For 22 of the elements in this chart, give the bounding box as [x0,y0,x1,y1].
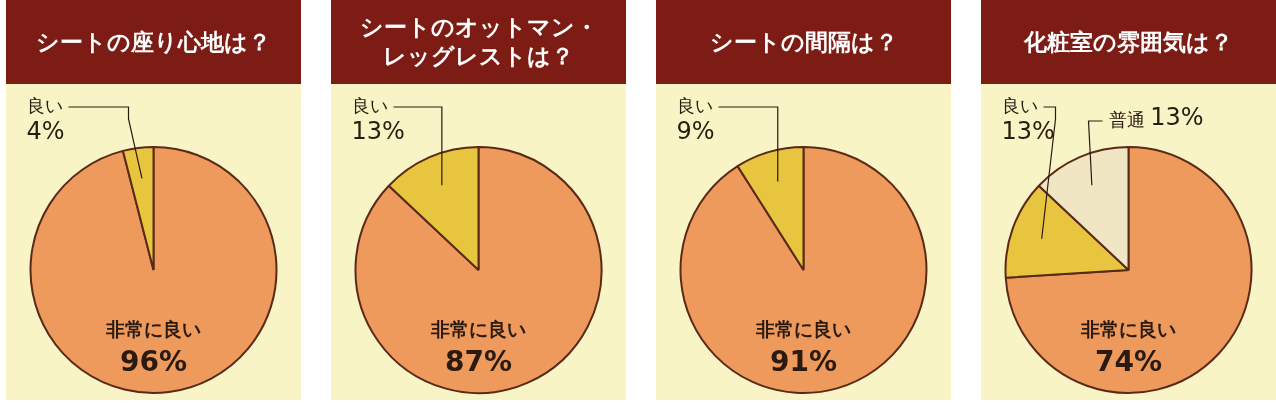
slice-label: 良い [26,94,63,116]
data-label: 4% [26,117,65,146]
data-label: 96% [119,344,188,378]
slice-label: 良い [1001,94,1038,116]
data-label: 91% [769,344,838,378]
data-label: 13% [1001,117,1055,146]
chart-title: シートの座り心地は？ [6,0,301,84]
slice-label: 非常に良い [105,318,201,341]
data-label: 13% [1150,103,1204,132]
slice-label: 良い [676,94,713,116]
slice-label: 普通 [1108,108,1145,130]
slice-label: 非常に良い [430,318,526,341]
chart-title: 化粧室の雰囲気は？ [981,0,1276,84]
slice-label: 非常に良い [755,318,851,341]
data-label: 13% [351,117,405,146]
data-label: 74% [1094,344,1163,378]
chart-title: シートの間隔は？ [656,0,951,84]
data-label: 9% [676,117,715,146]
slice-label: 良い [351,94,388,116]
slice-label: 非常に良い [1080,318,1176,341]
data-label: 87% [444,344,513,378]
chart-title: シートのオットマン・レッグレストは？ [331,0,626,84]
